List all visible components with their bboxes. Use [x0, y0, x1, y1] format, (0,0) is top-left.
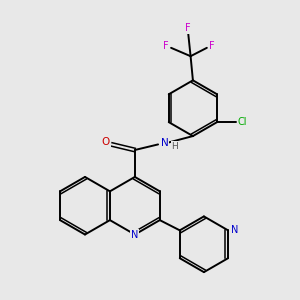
- Text: F: F: [163, 41, 168, 51]
- Text: O: O: [101, 137, 110, 147]
- Text: N: N: [231, 225, 238, 235]
- Text: H: H: [171, 142, 178, 151]
- Text: F: F: [209, 40, 214, 50]
- Text: F: F: [184, 23, 190, 33]
- Text: Cl: Cl: [238, 117, 247, 127]
- Text: N: N: [161, 138, 169, 148]
- Text: N: N: [131, 230, 139, 239]
